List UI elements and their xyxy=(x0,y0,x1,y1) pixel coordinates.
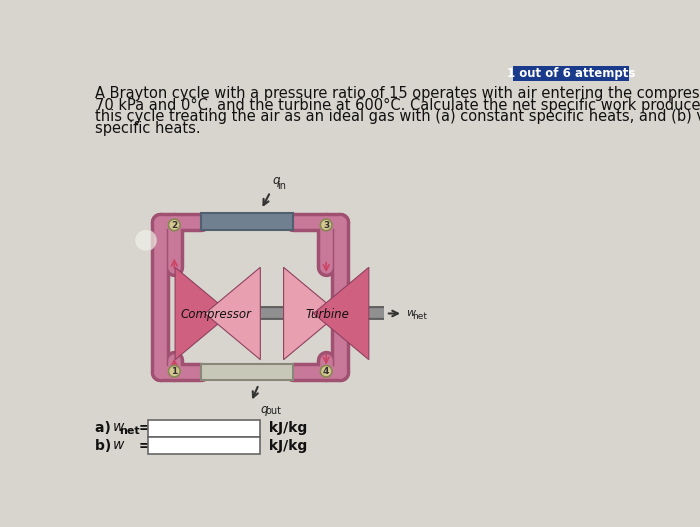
Text: 3: 3 xyxy=(323,221,329,230)
Text: $\it{w}$: $\it{w}$ xyxy=(406,308,417,318)
FancyBboxPatch shape xyxy=(148,437,260,454)
Text: kJ/kg: kJ/kg xyxy=(264,439,307,453)
Text: specific heats.: specific heats. xyxy=(95,121,201,136)
Circle shape xyxy=(169,219,180,231)
Text: $\it{w}$: $\it{w}$ xyxy=(112,421,126,434)
Text: =: = xyxy=(134,439,155,453)
Polygon shape xyxy=(284,267,339,360)
FancyBboxPatch shape xyxy=(513,65,629,81)
Text: 1: 1 xyxy=(172,367,177,376)
Text: A Brayton cycle with a pressure ratio of 15 operates with air entering the compr: A Brayton cycle with a pressure ratio of… xyxy=(95,86,700,101)
Text: $\it{q}$: $\it{q}$ xyxy=(272,175,281,189)
Text: out: out xyxy=(266,406,281,416)
Text: net: net xyxy=(412,312,427,321)
Text: Turbine: Turbine xyxy=(306,308,350,321)
Text: $\it{w}$: $\it{w}$ xyxy=(112,438,126,452)
Polygon shape xyxy=(205,267,260,360)
Polygon shape xyxy=(314,267,369,360)
FancyBboxPatch shape xyxy=(202,364,293,380)
Polygon shape xyxy=(175,267,230,360)
Circle shape xyxy=(135,230,157,251)
Text: 1 out of 6 attempts: 1 out of 6 attempts xyxy=(507,67,636,80)
FancyBboxPatch shape xyxy=(202,213,293,230)
Text: =: = xyxy=(134,421,155,435)
Circle shape xyxy=(321,219,332,231)
Text: a): a) xyxy=(95,421,121,435)
Circle shape xyxy=(169,365,180,377)
Text: Compressor: Compressor xyxy=(181,308,252,321)
Text: 2: 2 xyxy=(172,221,177,230)
Text: b): b) xyxy=(95,439,121,453)
Text: kJ/kg: kJ/kg xyxy=(264,421,307,435)
Text: $\it{q}$: $\it{q}$ xyxy=(260,404,270,417)
Circle shape xyxy=(321,365,332,377)
Text: in: in xyxy=(277,181,286,191)
Text: net: net xyxy=(119,426,140,436)
Text: 4: 4 xyxy=(323,367,330,376)
Text: 70 kPa and 0°C, and the turbine at 600°C. Calculate the net specific work produc: 70 kPa and 0°C, and the turbine at 600°C… xyxy=(95,98,700,113)
Text: this cycle treating the air as an ideal gas with (a) constant specific heats, an: this cycle treating the air as an ideal … xyxy=(95,110,700,124)
FancyBboxPatch shape xyxy=(148,419,260,437)
